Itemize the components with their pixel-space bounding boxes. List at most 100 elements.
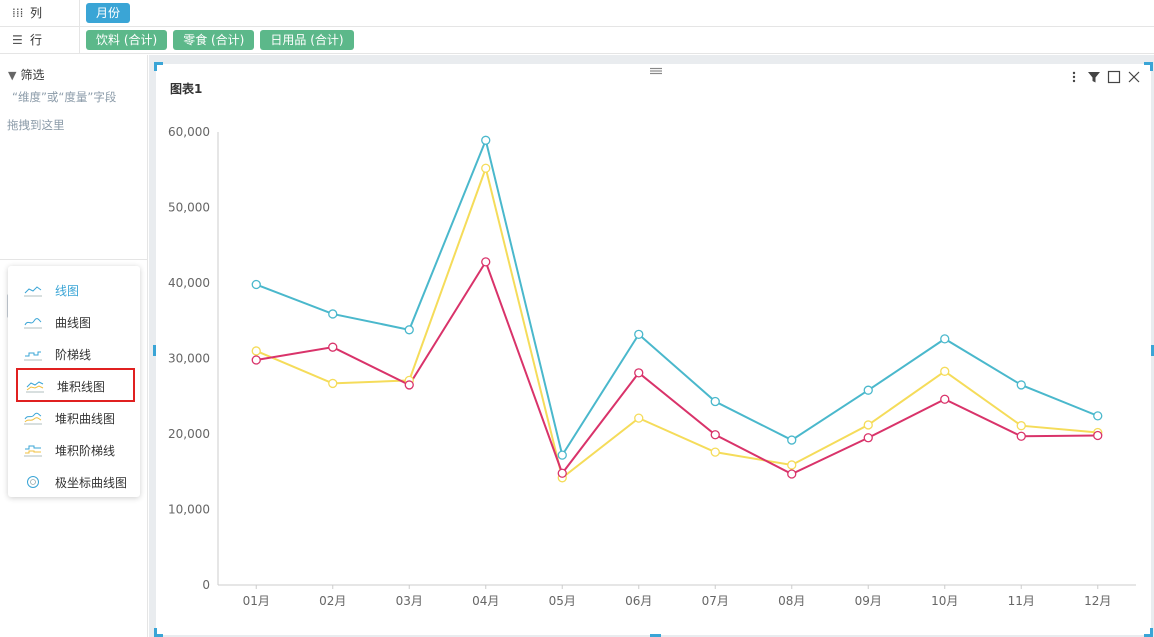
series-3-point — [710, 430, 720, 440]
resize-handle-tl[interactable] — [154, 62, 163, 71]
mark-option-label: 阶梯线 — [55, 348, 92, 362]
series-3-point — [940, 394, 950, 404]
y-tick-label: 50,000 — [168, 201, 210, 215]
curve-chart-icon — [24, 318, 42, 329]
y-tick-label: 30,000 — [168, 352, 210, 366]
x-tick-label: 07月 — [702, 594, 729, 608]
filter-drop-hint[interactable]: “维度”或“度量”字段 — [12, 90, 117, 104]
series-2-point — [787, 460, 797, 470]
y-tick-label: 10,000 — [168, 503, 210, 517]
line-chart: 0 10,000 20,000 30,000 40,000 50,000 60,000 01月… — [168, 125, 1136, 608]
row-pill-snacks[interactable]: 零食 (合计) — [173, 30, 255, 50]
mark-option-3[interactable]: 阶梯线 — [8, 338, 140, 370]
chart-toolbar — [1067, 70, 1141, 84]
mark-option-label: 极坐标曲线图 — [55, 476, 128, 490]
rows-icon: ☰ — [12, 33, 23, 47]
columns-shelf-label: ⁞⁞⁞ 列 — [0, 0, 80, 26]
filter-drop-hint-2[interactable]: 拖拽到这里 — [7, 118, 65, 132]
drag-handle-icon[interactable] — [649, 67, 663, 75]
mark-option-label: 堆积曲线图 — [55, 412, 116, 426]
resize-handle-right[interactable] — [1151, 345, 1154, 356]
y-tick-label: 0 — [202, 578, 210, 592]
series-3-point — [863, 433, 873, 443]
series-1-point — [634, 329, 644, 339]
series-2-point — [863, 420, 873, 430]
series-2-point — [634, 413, 644, 423]
series-1-point — [404, 325, 414, 335]
maximize-icon[interactable] — [1107, 70, 1121, 84]
x-tick-label: 09月 — [855, 594, 882, 608]
x-tick-label: 11月 — [1008, 594, 1035, 608]
step-line-icon — [24, 351, 42, 361]
y-tick-label: 40,000 — [168, 276, 210, 290]
chart-panel[interactable]: 图表1 0 10,000 20,000 30,000 40,000 50,000 60,00… — [153, 62, 1154, 637]
x-tick-label: 06月 — [625, 594, 652, 608]
series-2-point — [940, 366, 950, 376]
filter-section-title: ▼ 筛选 — [8, 68, 45, 82]
series-3-point — [634, 368, 644, 378]
series-3-point — [251, 355, 261, 365]
resize-handle-bottom[interactable] — [650, 634, 661, 637]
y-tick-label: 20,000 — [168, 427, 210, 441]
series-3-point — [481, 257, 491, 267]
series-line-2 — [255, 164, 1098, 480]
resize-handle-left[interactable] — [153, 345, 156, 356]
series-3-point — [787, 469, 797, 479]
x-tick-label: 05月 — [549, 594, 576, 608]
mark-option-1[interactable]: 线图 — [8, 274, 140, 306]
series-3-point — [328, 342, 338, 352]
resize-handle-tr[interactable] — [1144, 62, 1153, 71]
series-line-3 — [256, 259, 1098, 476]
filter-icon[interactable] — [1087, 70, 1101, 84]
mark-option-6[interactable]: 堆积阶梯线 — [8, 434, 140, 466]
series-1-point — [557, 450, 567, 460]
x-tick-label: 04月 — [472, 594, 499, 608]
columns-icon: ⁞⁞⁞ — [12, 6, 24, 20]
mark-option-label: 线图 — [55, 284, 80, 298]
series-1-point — [1016, 380, 1026, 390]
x-tick-label: 02月 — [319, 594, 346, 608]
series-3-point — [1016, 431, 1026, 441]
x-tick-label: 01月 — [243, 594, 270, 608]
series-1-point — [863, 385, 873, 395]
series-2-point — [251, 346, 261, 356]
resize-handle-br[interactable] — [1144, 628, 1153, 637]
close-icon[interactable] — [1127, 70, 1141, 84]
series-1-point — [1093, 411, 1103, 421]
stacked-line-icon — [26, 381, 44, 393]
rows-shelf-label: ☰ 行 — [0, 27, 80, 53]
resize-handle-bl[interactable] — [154, 628, 163, 637]
stacked-curve-icon — [24, 412, 42, 425]
line-chart-icon — [24, 286, 42, 297]
x-tick-label: 10月 — [931, 594, 958, 608]
mark-option-2[interactable]: 曲线图 — [8, 306, 140, 338]
series-line-1 — [255, 137, 1099, 458]
series-1-point — [710, 396, 720, 407]
x-tick-label: 08月 — [778, 594, 805, 608]
more-icon[interactable] — [1067, 70, 1081, 84]
series-1-point — [251, 279, 261, 290]
series-1-point — [481, 135, 491, 145]
series-3-point — [557, 468, 567, 478]
series-2-point — [481, 163, 491, 173]
series-1-point — [787, 435, 797, 445]
row-pill-drinks[interactable]: 饮料 (合计) — [86, 30, 168, 50]
y-tick-label: 60,000 — [168, 125, 210, 139]
canvas-area: 图表1 0 10,000 20,000 30,000 40,000 50,000 60,00… — [149, 55, 1154, 637]
mark-option-4[interactable]: 堆积线图 — [16, 368, 135, 402]
stacked-step-icon — [24, 445, 42, 457]
mark-option-5[interactable]: 堆积曲线图 — [8, 402, 140, 434]
mark-option-label: 堆积线图 — [57, 380, 106, 394]
columns-shelf: ⁞⁞⁞ 列 月份 — [0, 0, 1154, 27]
series-2-point — [710, 447, 720, 457]
mark-type-dropdown: 线图曲线图阶梯线堆积线图堆积曲线图堆积阶梯线极坐标曲线图 — [8, 266, 140, 497]
x-tick-label: 03月 — [396, 594, 423, 608]
column-pill-month[interactable]: 月份 — [86, 3, 131, 23]
polar-curve-icon — [27, 476, 39, 488]
mark-option-7[interactable]: 极坐标曲线图 — [8, 466, 140, 498]
row-pill-daily-goods[interactable]: 日用品 (合计) — [260, 30, 354, 50]
series-2-point — [328, 378, 338, 389]
rows-shelf: ☰ 行 饮料 (合计) 零食 (合计) 日用品 (合计) — [0, 27, 1154, 54]
series-3-point — [1093, 430, 1103, 441]
mark-option-label: 曲线图 — [55, 316, 92, 330]
